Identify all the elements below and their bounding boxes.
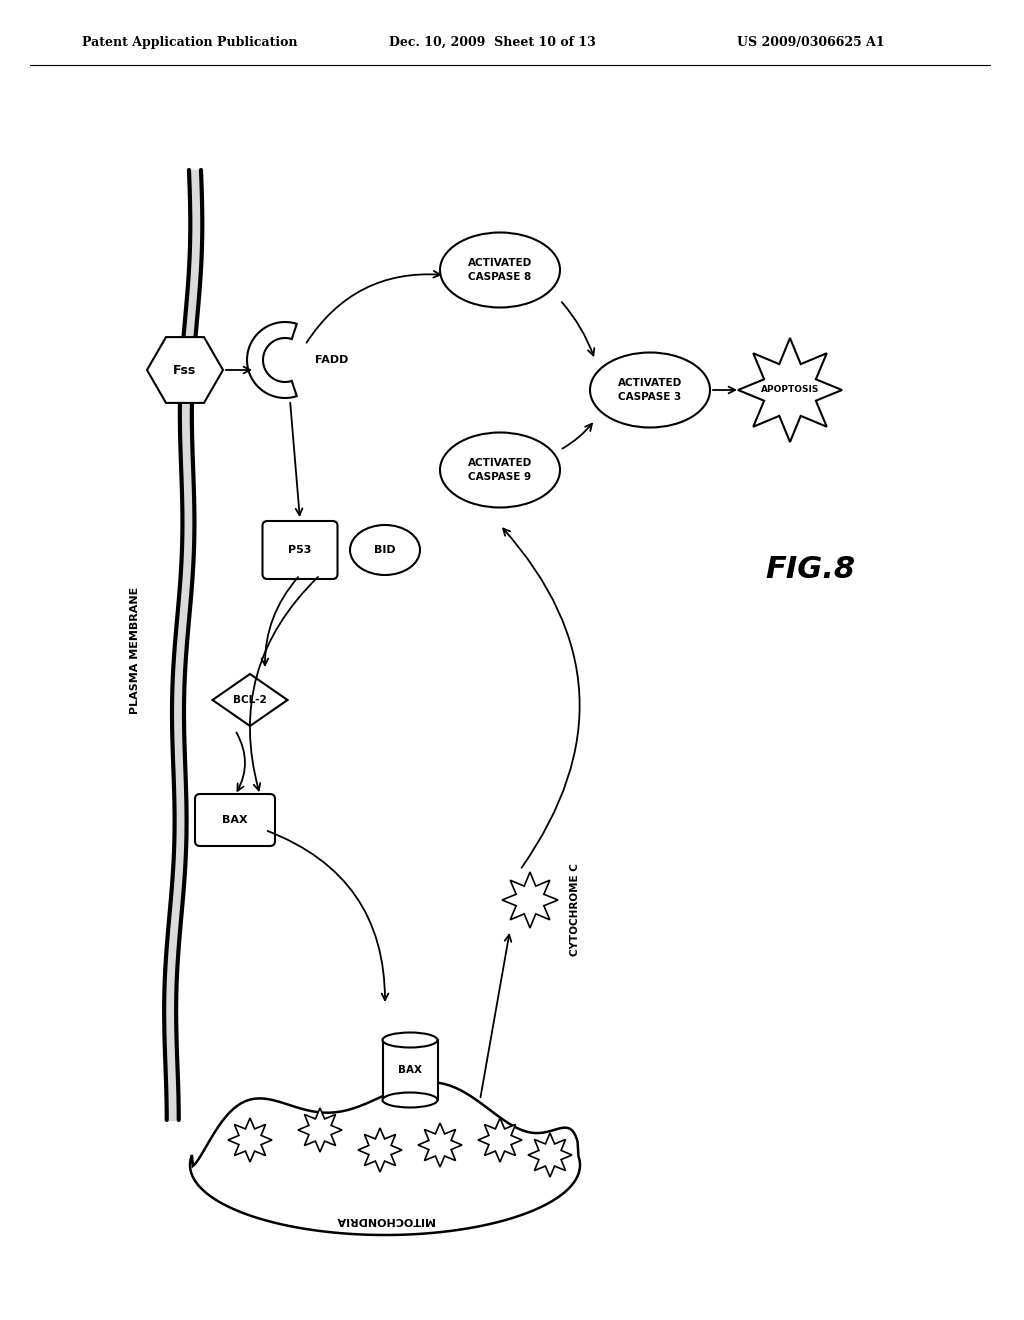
- Ellipse shape: [590, 352, 710, 428]
- Polygon shape: [213, 675, 288, 726]
- Text: ACTIVATED: ACTIVATED: [468, 458, 532, 469]
- Text: US 2009/0306625 A1: US 2009/0306625 A1: [737, 36, 885, 49]
- Text: BID: BID: [374, 545, 396, 554]
- Text: FIG.8: FIG.8: [765, 556, 855, 585]
- Ellipse shape: [383, 1093, 437, 1107]
- Text: ACTIVATED: ACTIVATED: [617, 378, 682, 388]
- Polygon shape: [528, 1133, 572, 1177]
- Polygon shape: [738, 338, 842, 442]
- Text: MITOCHONDRIA: MITOCHONDRIA: [336, 1214, 434, 1225]
- FancyBboxPatch shape: [383, 1040, 437, 1100]
- Polygon shape: [147, 337, 223, 403]
- Text: BAX: BAX: [398, 1065, 422, 1074]
- Text: Fss: Fss: [173, 363, 197, 376]
- Text: PLASMA MEMBRANE: PLASMA MEMBRANE: [130, 586, 140, 714]
- Text: CASPASE 3: CASPASE 3: [618, 392, 682, 403]
- Polygon shape: [190, 1082, 580, 1236]
- Text: FADD: FADD: [315, 355, 348, 366]
- Ellipse shape: [350, 525, 420, 576]
- Text: Patent Application Publication: Patent Application Publication: [82, 36, 297, 49]
- Ellipse shape: [440, 232, 560, 308]
- Text: BAX: BAX: [222, 814, 248, 825]
- Text: APOPTOSIS: APOPTOSIS: [761, 385, 819, 395]
- Polygon shape: [298, 1107, 342, 1152]
- Polygon shape: [478, 1118, 522, 1162]
- Text: CASPASE 9: CASPASE 9: [468, 473, 531, 482]
- Text: BCL-2: BCL-2: [233, 696, 267, 705]
- Text: CYTOCHROME C: CYTOCHROME C: [570, 863, 580, 957]
- Text: P53: P53: [289, 545, 311, 554]
- FancyBboxPatch shape: [262, 521, 338, 579]
- Text: CASPASE 8: CASPASE 8: [468, 272, 531, 282]
- Text: ACTIVATED: ACTIVATED: [468, 257, 532, 268]
- Ellipse shape: [383, 1032, 437, 1048]
- Text: Dec. 10, 2009  Sheet 10 of 13: Dec. 10, 2009 Sheet 10 of 13: [389, 36, 596, 49]
- Polygon shape: [502, 873, 558, 928]
- FancyBboxPatch shape: [195, 795, 275, 846]
- Ellipse shape: [440, 433, 560, 507]
- Polygon shape: [418, 1123, 462, 1167]
- Polygon shape: [247, 322, 297, 399]
- Polygon shape: [358, 1129, 402, 1172]
- Polygon shape: [228, 1118, 272, 1162]
